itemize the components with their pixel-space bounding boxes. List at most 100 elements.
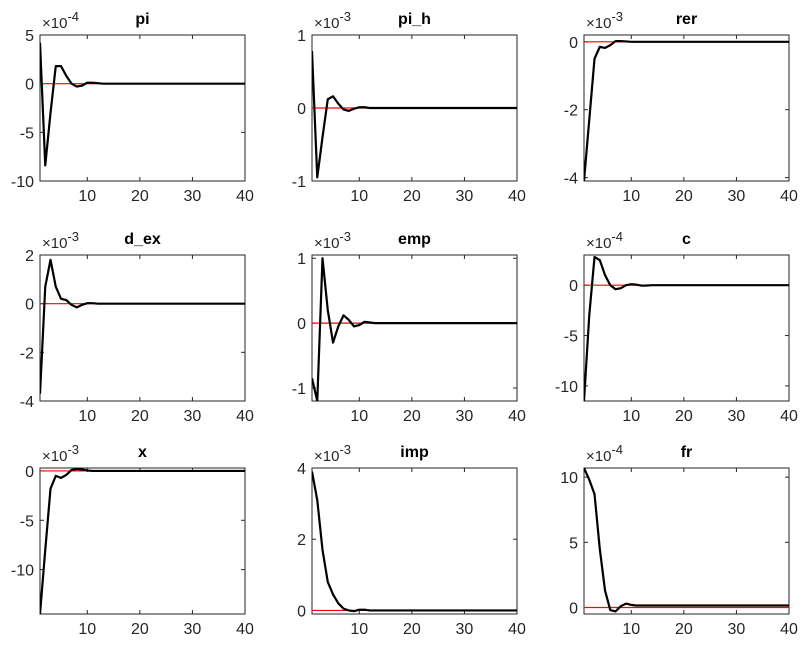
exponent-base: ×10 (586, 448, 611, 465)
exponent-power: -4 (611, 442, 623, 457)
y-tick-label: 2 (25, 248, 34, 265)
exponent-label: ×10-4 (586, 229, 623, 252)
plot-frame (39, 34, 246, 182)
x-tick-label: 10 (350, 188, 368, 205)
exponent-base: ×10 (314, 15, 339, 32)
x-tick-label: 20 (675, 188, 693, 205)
y-tick-label: 0 (25, 77, 34, 94)
y-tick-label: 0 (569, 35, 578, 52)
x-tick-label: 30 (728, 408, 746, 425)
exponent-base: ×10 (314, 235, 339, 252)
y-tick-label: -4 (20, 394, 34, 411)
y-tick-label: -1 (292, 174, 306, 191)
exponent-power: -3 (611, 9, 623, 24)
subplot-title: pi_h (398, 11, 431, 28)
y-tick-label: 5 (25, 28, 34, 45)
y-tick-label: 5 (569, 535, 578, 552)
impulse-response-line (312, 51, 517, 179)
subplot-title: pi (135, 11, 149, 28)
x-tick-label: 30 (456, 621, 474, 638)
plot-frame (311, 254, 518, 402)
y-tick-label: -1 (292, 381, 306, 398)
x-tick-label: 30 (184, 408, 202, 425)
exponent-label: ×10-3 (314, 9, 351, 32)
impulse-response-line (584, 40, 789, 181)
impulse-response-line (40, 42, 245, 167)
exponent-power: -3 (67, 442, 79, 457)
subplot-title: emp (398, 231, 431, 248)
x-tick-label: 20 (131, 408, 149, 425)
subplot-title: imp (400, 444, 429, 461)
x-tick-label: 30 (728, 621, 746, 638)
subplot-title: d_ex (124, 231, 161, 248)
y-tick-label: -5 (20, 125, 34, 142)
x-tick-label: 20 (675, 621, 693, 638)
exponent-power: -4 (611, 229, 623, 244)
x-tick-label: 10 (350, 408, 368, 425)
y-tick-label: 10 (560, 470, 578, 487)
y-tick-label: 0 (25, 297, 34, 314)
x-tick-label: 40 (508, 408, 526, 425)
x-tick-label: 40 (780, 621, 798, 638)
exponent-power: -3 (339, 9, 351, 24)
y-tick-label: -2 (564, 103, 578, 120)
subplot-title: c (682, 231, 691, 248)
x-tick-label: 20 (131, 188, 149, 205)
y-tick-label: -2 (20, 345, 34, 362)
y-tick-label: 0 (297, 316, 306, 333)
exponent-power: -3 (339, 442, 351, 457)
x-tick-label: 40 (780, 188, 798, 205)
impulse-response-line (312, 257, 517, 401)
y-tick-label: -10 (11, 563, 34, 580)
exponent-label: ×10-3 (586, 9, 623, 32)
x-tick-label: 10 (78, 188, 96, 205)
impulse-response-line (40, 468, 245, 614)
plot-frame (39, 467, 246, 615)
y-tick-label: -10 (555, 379, 578, 396)
y-tick-label: 1 (297, 251, 306, 268)
x-tick-label: 40 (508, 188, 526, 205)
x-tick-label: 40 (780, 408, 798, 425)
y-tick-label: 2 (297, 532, 306, 549)
plot-frame (583, 34, 790, 182)
impulse-response-line (312, 471, 517, 613)
x-tick-label: 40 (508, 621, 526, 638)
x-tick-label: 40 (236, 408, 254, 425)
y-tick-label: -10 (11, 174, 34, 191)
x-tick-label: 40 (236, 188, 254, 205)
x-tick-label: 20 (131, 621, 149, 638)
x-tick-label: 10 (350, 621, 368, 638)
exponent-base: ×10 (586, 235, 611, 252)
exponent-power: -3 (67, 229, 79, 244)
x-tick-label: 20 (675, 408, 693, 425)
y-tick-label: 0 (297, 101, 306, 118)
exponent-base: ×10 (314, 448, 339, 465)
exponent-label: ×10-3 (42, 229, 79, 252)
x-tick-label: 10 (622, 621, 640, 638)
x-tick-label: 10 (622, 188, 640, 205)
subplot-rer: 10 20 30 40 0 -2 -4 ×10-3 rer (564, 9, 798, 205)
subplot-title: x (138, 444, 147, 461)
exponent-power: -4 (67, 9, 79, 24)
exponent-base: ×10 (42, 15, 67, 32)
x-tick-label: 30 (184, 188, 202, 205)
y-tick-label: 0 (569, 600, 578, 617)
x-tick-label: 30 (456, 408, 474, 425)
subplot-title: fr (681, 444, 693, 461)
x-tick-label: 30 (456, 188, 474, 205)
x-tick-label: 30 (728, 188, 746, 205)
plot-frame (39, 254, 246, 402)
plot-frame (583, 254, 790, 402)
y-tick-label: 0 (569, 278, 578, 295)
subplot-x: 10 20 30 40 0 -5 -10 ×10-3 x (11, 442, 254, 638)
x-tick-label: 40 (236, 621, 254, 638)
x-tick-label: 20 (403, 621, 421, 638)
exponent-base: ×10 (42, 235, 67, 252)
impulse-response-line (584, 255, 789, 401)
